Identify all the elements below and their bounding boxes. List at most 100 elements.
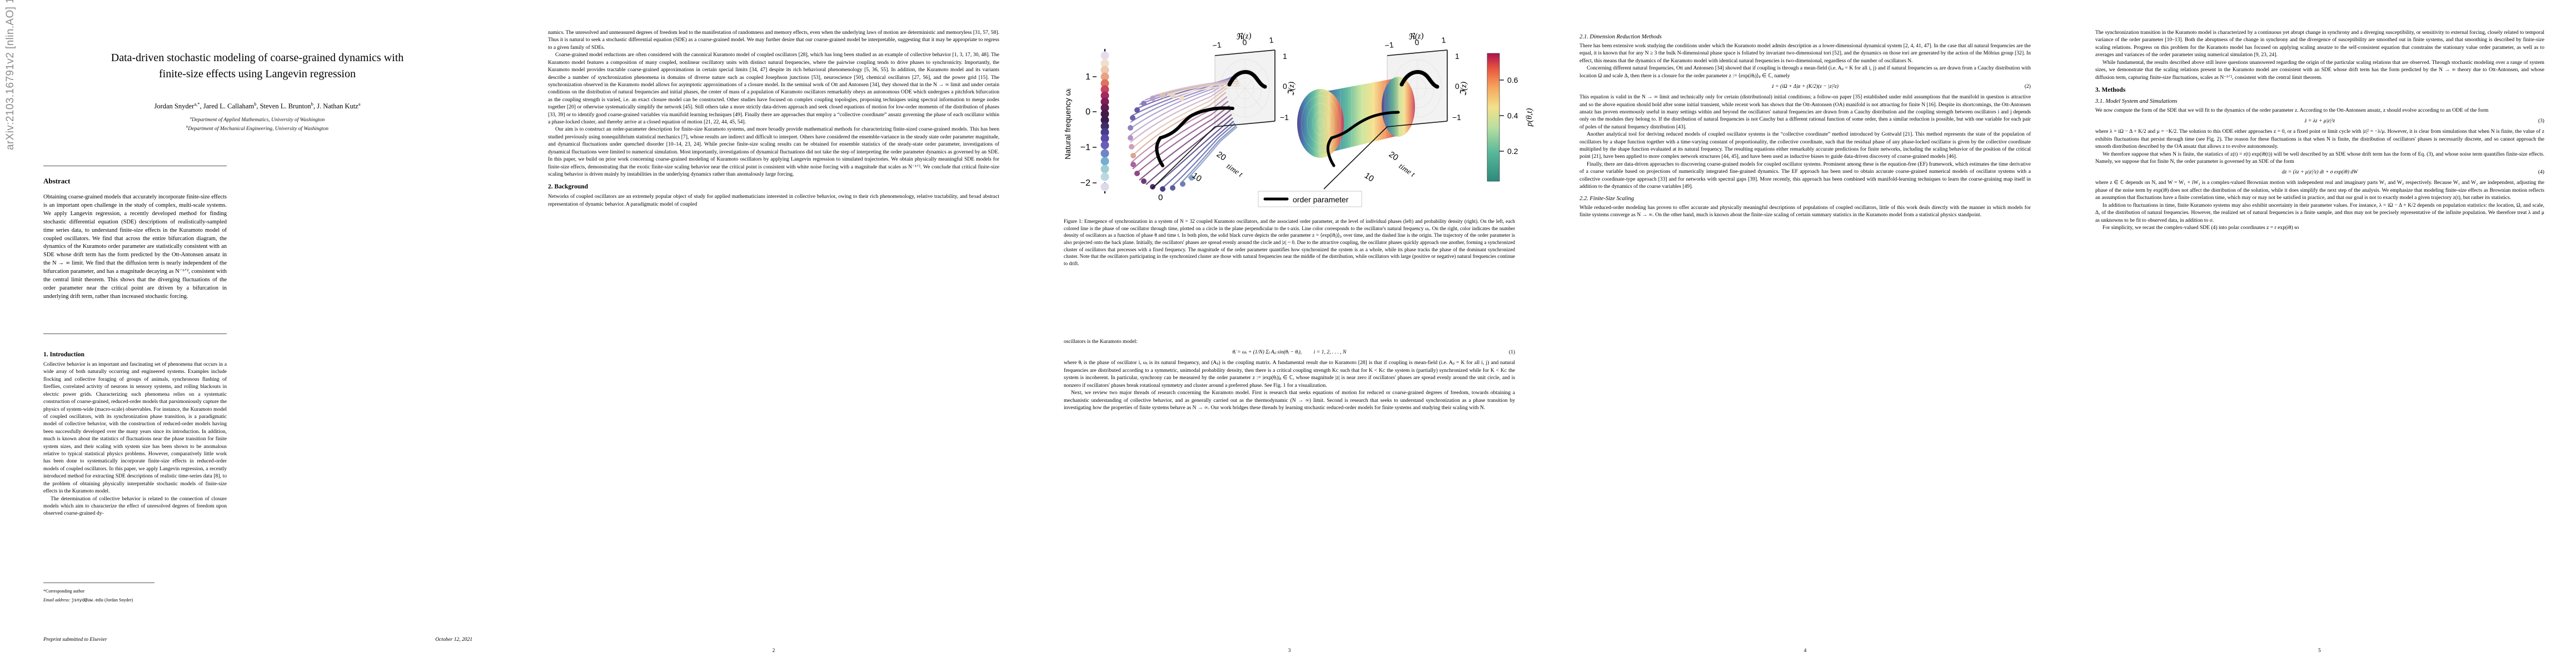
affiliation-a: aDepartment of Applied Mathematics, Univ… [43, 116, 471, 125]
re-axis-label: ℜ(z) [1235, 32, 1252, 42]
dimred-title: Dimension Reduction Methods [1590, 34, 1662, 40]
figure-legend: order parameter [1258, 191, 1362, 207]
author-1-sup: a,* [194, 101, 200, 107]
page-1: arXiv:2103.16791v2 [nlin.AO] 11 Oct 2021… [0, 0, 516, 667]
affiliations: aDepartment of Applied Mathematics, Univ… [43, 116, 471, 133]
p4-paragraph-4: Another analytical tool for deriving red… [1580, 131, 2031, 160]
author-3: Steven L. Brunton [260, 102, 311, 111]
freq-tick-3: −1 [1080, 143, 1090, 152]
page5-column: The synchronization transition in the Ku… [2095, 29, 2544, 231]
intro-number: 1. [43, 351, 48, 358]
affil-a-sup: a [190, 116, 192, 120]
equation-sde-body: dz = (λz + μ|z|²z) dt + σ exp(iθ) dW [2281, 169, 2358, 176]
equation-kuramoto-body: θ̇ᵢ = ωᵢ + (1/N) Σⱼ Aᵢⱼ sin(θⱼ − θᵢ), i … [1232, 349, 1347, 356]
affil-a-text: Department of Applied Mathematics, Unive… [191, 117, 325, 123]
equation-sde-number: (4) [2538, 169, 2544, 176]
p5-paragraph-7: In addition to fluctuations in time, fin… [2095, 202, 2544, 223]
page-3-number: 3 [1288, 648, 1291, 654]
density-order-parameter-curve [1330, 111, 1400, 140]
page-5: The synchronization transition in the Ku… [2063, 0, 2576, 667]
footnote-email-owner: (Jordan Snyder) [104, 598, 133, 603]
p3-paragraph-2: where θᵢ is the phase of oscillator i, ω… [1064, 360, 1515, 389]
time-axis-label-right: time t [1397, 162, 1417, 180]
footnote-email: Email address: jsnyd@uw.edu (Jordan Snyd… [43, 597, 227, 604]
order-parameter-projection [1227, 70, 1267, 89]
p4-paragraph-5: Finally, there are data-driven approache… [1580, 161, 2031, 190]
background-title: Background [554, 183, 589, 191]
equation-ode-body: ż = λz + μ|z|²z [2304, 118, 2335, 125]
author-2: Jared L. Callaham [203, 102, 255, 111]
figure-1: 1 0 −1 −2 Natural frequency ωᵢ [1043, 27, 1537, 210]
p4-paragraph-1: There has been extensive work studying t… [1580, 43, 2031, 64]
freq-tick-4: −2 [1080, 178, 1090, 188]
author-4-sup: a [358, 101, 361, 107]
affiliation-b: bDepartment of Mechanical Engineering, U… [43, 125, 471, 133]
equation-sde: dz = (λz + μ|z|²z) dt + σ exp(iθ) dW (4) [2095, 169, 2544, 175]
p5-paragraph-3: We now compute the form of the SDE that … [2095, 107, 2489, 113]
arxiv-stamp: arXiv:2103.16791v2 [nlin.AO] 11 Oct 2021 [4, 0, 16, 150]
im-axis-label-right: ℑ(z) [1459, 82, 1468, 96]
page2-column: namics. The unresolved and unmeasured de… [548, 29, 999, 208]
im-tick-2-right: 0 [1455, 82, 1459, 91]
re-tick-3: 1 [1269, 36, 1274, 45]
oscillator-markers [1128, 93, 1194, 192]
re-tick-3-right: 1 [1441, 36, 1447, 45]
p3-paragraph-3: Next, we review two major threads of res… [1064, 390, 1515, 411]
section-heading-introduction: 1. Introduction [43, 351, 227, 358]
freq-tick-1: 1 [1085, 72, 1090, 82]
time-tick-20: 20 [1215, 150, 1228, 162]
p2-paragraph-4: Networks of coupled oscillators are an e… [548, 193, 999, 207]
section-heading-methods: 3. Methods [2095, 87, 2544, 93]
im-tick-2: 0 [1283, 82, 1287, 91]
im-tick-3: −1 [1280, 113, 1289, 122]
page-5-number: 5 [2318, 648, 2321, 654]
intro-title: Introduction [49, 351, 84, 358]
model-number: 3.1. [2095, 98, 2104, 104]
im-axis-label: ℑ(z) [1287, 82, 1296, 96]
page-title: Data-driven stochastic modeling of coars… [43, 50, 471, 82]
page-4: 2.1. Dimension Reduction Methods There h… [1547, 0, 2063, 667]
author-4: J. Nathan Kutz [317, 102, 358, 111]
title-line-2: finite-size effects using Langevin regre… [159, 68, 356, 80]
re-axis-label-right: ℜ(z) [1408, 32, 1424, 42]
re-tick-2-right: 0 [1414, 38, 1420, 47]
footnote-email-address[interactable]: jsnyd@uw.edu [71, 598, 103, 603]
page3-column: oscillators is the Kuramoto model: θ̇ᵢ =… [1064, 338, 1515, 411]
abstract-heading: Abstract [43, 177, 71, 185]
finite-title: Finite-Size Scaling [1590, 195, 1634, 202]
time-tick-10: 10 [1190, 171, 1203, 183]
time-tick-10-right: 10 [1363, 171, 1376, 183]
equation-oa: ż = (iΩ + Δ)z + (K/2)(z − |z|²z) (2) [1580, 83, 2031, 89]
model-title: Model System and Simulations [2105, 98, 2178, 104]
section-heading-background: 2. Background [548, 183, 999, 190]
p2-paragraph-3: Our aim is to construct an order-paramet… [548, 126, 999, 178]
methods-number: 3. [2095, 86, 2100, 93]
methods-title: Methods [2101, 86, 2126, 93]
page-4-number: 4 [1803, 648, 1807, 654]
preprint-date: October 12, 2021 [435, 637, 472, 643]
im-tick-1: 1 [1283, 52, 1287, 61]
preprint-note: Preprint submitted to Elsevier [43, 637, 107, 643]
figure-1-caption: Figure 1: Emergence of synchronization i… [1064, 218, 1515, 267]
section-heading-finite-size-scaling: 2.2. Finite-Size Scaling [1580, 196, 2031, 202]
p2-paragraph-1: namics. The unresolved and unmeasured de… [548, 29, 999, 51]
author-list: Jordan Snydera,*, Jared L. Callahamb, St… [154, 101, 361, 111]
phase-trajectory-plot: ℜ(z) −1 0 1 ℑ(z) 1 0 −1 time t 0 10 20 [1128, 32, 1296, 202]
section-heading-dimension-reduction: 2.1. Dimension Reduction Methods [1580, 34, 2031, 40]
page1-column-left: 1. Introduction Collective behavior is a… [43, 346, 227, 517]
p5-paragraph-5: We therefore suppose that when N is fini… [2095, 151, 2544, 165]
time-tick-0: 0 [1158, 193, 1163, 202]
colorbar-label: p(θ,t) [1525, 108, 1534, 127]
p2-paragraph-2: Coarse-grained model reductions are ofte… [548, 52, 999, 126]
natural-frequency-axis-label: Natural frequency ωᵢ [1063, 88, 1072, 160]
p4-paragraph-6: While reduced-order modeling has proven … [1580, 204, 2031, 218]
section-heading-model-system: 3.1. Model System and Simulations [2095, 98, 2544, 104]
re-tick-1-right: −1 [1384, 40, 1394, 50]
author-2-sup: b [254, 101, 257, 107]
order-parameter-curve [1159, 106, 1234, 140]
p4-paragraph-2: Concerning different natural frequencies… [1580, 65, 2031, 79]
figure-1-caption-text: Emergence of synchronization in a system… [1064, 218, 1516, 267]
time-axis-label: time t [1225, 162, 1244, 180]
abstract-body: Obtaining coarse-grained models that acc… [43, 194, 227, 300]
